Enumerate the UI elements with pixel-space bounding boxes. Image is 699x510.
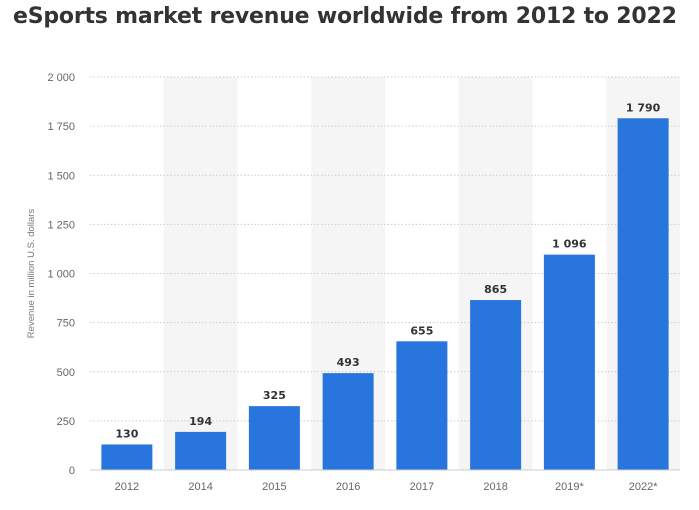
y-tick-label: 500 — [57, 367, 75, 379]
gridlines — [90, 76, 680, 422]
y-tick-label: 0 — [69, 465, 75, 477]
x-tick-label: 2019* — [555, 481, 584, 493]
y-tick-label: 1 750 — [47, 121, 75, 133]
y-tick-label: 2 000 — [47, 72, 75, 84]
y-tick-label: 1 250 — [47, 219, 75, 231]
x-axis-ticks: 2012 2014 2015 2016 2017 2018 2019* 2022* — [115, 481, 659, 493]
chart-title: eSports market revenue worldwide from 20… — [13, 4, 677, 29]
bar — [470, 300, 522, 470]
y-tick-label: 750 — [57, 318, 75, 330]
x-tick-label: 2015 — [262, 481, 286, 493]
y-tick-label: 1 500 — [47, 170, 75, 182]
y-axis-title: Revenue in million U.S. dollars — [26, 209, 37, 339]
background-band — [163, 77, 238, 470]
value-labels: 130 194 325 493 655 865 1 096 1 790 — [115, 101, 660, 440]
y-tick-label: 250 — [57, 416, 75, 428]
bar — [617, 118, 669, 470]
data-label: 1 790 — [626, 101, 661, 114]
bar — [322, 373, 374, 470]
data-label: 655 — [410, 324, 433, 337]
y-tick-label: 1 000 — [47, 269, 75, 281]
bar — [543, 254, 595, 470]
bar — [175, 431, 227, 470]
y-axis-ticks: 0 250 500 750 1 000 1 250 1 500 1 750 2 000 — [47, 72, 75, 477]
bars — [101, 118, 669, 470]
x-tick-label: 2012 — [115, 481, 139, 493]
x-tick-label: 2016 — [336, 481, 360, 493]
x-tick-label: 2022* — [629, 481, 658, 493]
bar — [396, 341, 448, 470]
bar — [248, 406, 300, 470]
data-label: 493 — [337, 356, 360, 369]
x-tick-label: 2014 — [188, 481, 212, 493]
x-tick-label: 2018 — [483, 481, 507, 493]
x-tick-label: 2017 — [410, 481, 434, 493]
data-label: 194 — [189, 415, 212, 428]
data-label: 1 096 — [552, 238, 587, 251]
data-label: 865 — [484, 283, 507, 296]
bar — [101, 444, 153, 470]
data-label: 130 — [115, 427, 138, 440]
data-label: 325 — [263, 389, 286, 402]
